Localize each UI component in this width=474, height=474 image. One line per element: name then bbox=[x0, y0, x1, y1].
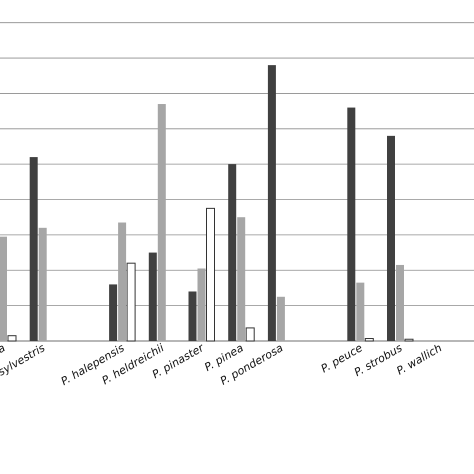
bar-series1-4 bbox=[148, 252, 157, 341]
bar-series3-3 bbox=[126, 262, 136, 342]
bar-series2-4 bbox=[157, 104, 166, 341]
bar-series2-10 bbox=[396, 264, 404, 341]
bar-series1-6 bbox=[228, 164, 237, 341]
gridlines bbox=[0, 22, 474, 342]
tick-label-0: atica bbox=[0, 341, 8, 366]
bar-series1-9 bbox=[347, 107, 356, 341]
bar-series2-7 bbox=[276, 296, 285, 341]
bar-series3-5 bbox=[206, 207, 215, 342]
bar-series2-5 bbox=[197, 268, 206, 341]
bar-series1-5 bbox=[188, 291, 197, 341]
bar-series3-10 bbox=[404, 338, 414, 342]
bar-series1-3 bbox=[109, 284, 118, 341]
bar-series2-9 bbox=[356, 282, 365, 341]
bar-series1-1 bbox=[29, 157, 38, 341]
bar-series2-1 bbox=[38, 227, 47, 341]
bar-series3-0 bbox=[7, 335, 17, 342]
bar-series2-0 bbox=[0, 236, 7, 341]
bar-series3-9 bbox=[364, 338, 374, 342]
bar-series1-10 bbox=[387, 135, 395, 341]
bar-series1-7 bbox=[267, 65, 276, 341]
bars bbox=[0, 65, 414, 342]
bar-series3-6 bbox=[245, 327, 255, 342]
bar-series2-3 bbox=[118, 222, 127, 341]
bar-series2-6 bbox=[237, 217, 246, 341]
